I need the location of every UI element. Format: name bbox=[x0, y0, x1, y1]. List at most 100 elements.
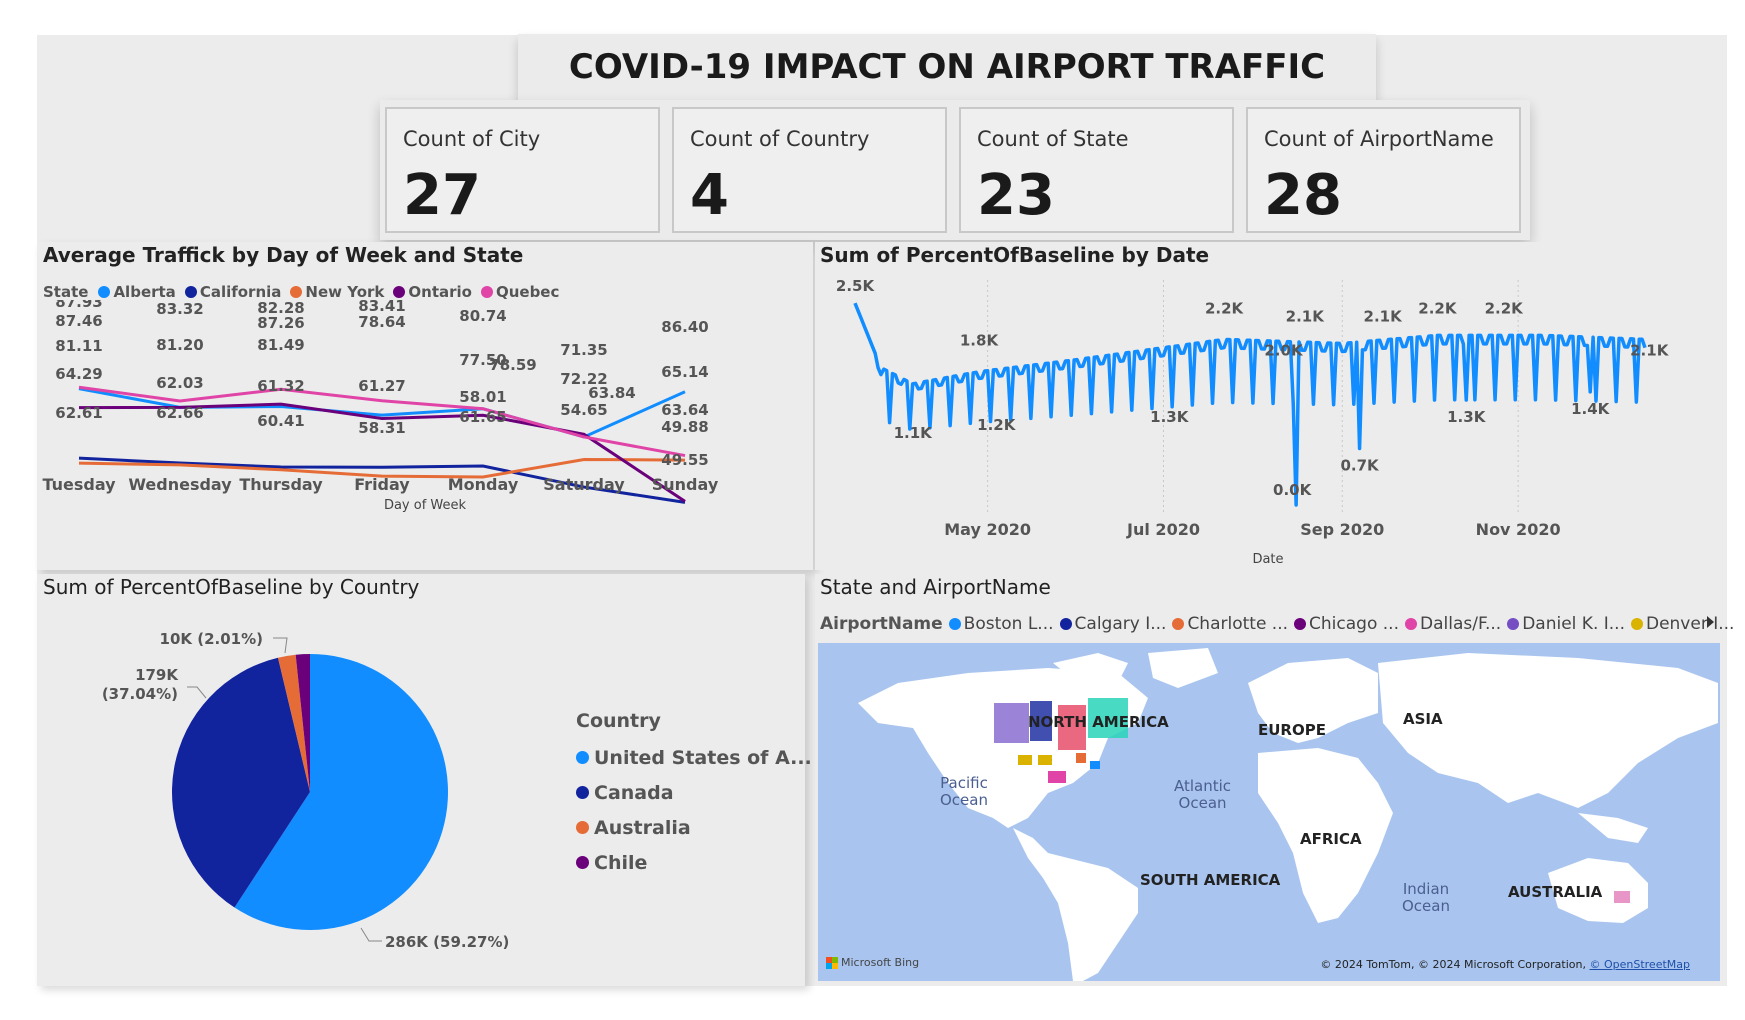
legend-item[interactable]: Alberta bbox=[98, 283, 176, 301]
legend-item[interactable]: Ontario bbox=[393, 283, 472, 301]
osm-link[interactable]: © OpenStreetMap bbox=[1589, 958, 1690, 971]
data-label: 62.61 bbox=[55, 404, 102, 422]
legend-next-arrow-icon[interactable] bbox=[1707, 616, 1714, 628]
bing-logo: Microsoft Bing bbox=[826, 956, 919, 969]
card-label: Count of City bbox=[403, 127, 541, 151]
data-label: 71.35 bbox=[560, 341, 607, 359]
legend-dot-icon bbox=[1507, 618, 1520, 630]
map-copyright: © 2024 TomTom, © 2024 Microsoft Corporat… bbox=[1320, 958, 1690, 971]
data-label: 54.65 bbox=[560, 401, 607, 419]
legend-dot-icon bbox=[576, 786, 589, 799]
data-label: 49.55 bbox=[661, 451, 708, 469]
leader-line bbox=[187, 686, 207, 699]
series-line-new-york[interactable] bbox=[78, 457, 686, 479]
pie-slice-chile[interactable] bbox=[295, 654, 310, 792]
land-south-america bbox=[1013, 828, 1138, 981]
microsoft-logo-icon bbox=[826, 956, 838, 969]
data-label: 2.2K bbox=[1205, 299, 1245, 317]
map-legend-item[interactable]: Chicago ... bbox=[1294, 614, 1399, 634]
legend-item[interactable]: Quebec bbox=[480, 283, 559, 301]
legend-dot-icon bbox=[576, 856, 589, 869]
land-australia bbox=[1548, 858, 1648, 923]
land-africa bbox=[1258, 748, 1393, 923]
data-label: 87.93 bbox=[55, 300, 102, 311]
data-label: 1.3K bbox=[1150, 408, 1190, 426]
pie-slice-canada[interactable] bbox=[172, 657, 310, 908]
pie-legend-item[interactable]: Australia bbox=[576, 810, 812, 845]
land-europe bbox=[1248, 658, 1378, 743]
data-label: 1.8K bbox=[960, 332, 1000, 350]
data-label: 64.29 bbox=[55, 365, 102, 383]
data-label: 83.32 bbox=[156, 300, 203, 318]
data-label: 63.84 bbox=[588, 384, 635, 402]
pie-legend-title: Country bbox=[576, 710, 661, 732]
card-count-state[interactable]: Count of State 23 bbox=[959, 107, 1234, 233]
legend-item[interactable]: New York bbox=[290, 283, 384, 301]
pie-legend-item[interactable]: Canada bbox=[576, 775, 812, 810]
map-legend-item[interactable]: Charlotte ... bbox=[1172, 614, 1288, 634]
world-map[interactable]: NORTH AMERICA EUROPE ASIA AFRICA SOUTH A… bbox=[818, 643, 1720, 981]
region-texas bbox=[1048, 771, 1066, 783]
data-label: 1.2K bbox=[977, 416, 1017, 434]
data-label: 0.0K bbox=[1273, 481, 1313, 499]
card-count-airport[interactable]: Count of AirportName 28 bbox=[1246, 107, 1521, 233]
line-chart-title: Average Traffick by Day of Week and Stat… bbox=[43, 243, 524, 267]
legend-dot-icon bbox=[1059, 618, 1072, 630]
region-victoria bbox=[1614, 891, 1630, 903]
map-legend-items: Boston L... Calgary I... Charlotte ... Chic… bbox=[948, 614, 1741, 634]
legend-dot-icon bbox=[948, 618, 961, 630]
land-greenland-edge bbox=[1053, 653, 1128, 683]
region-us-west bbox=[1018, 755, 1032, 765]
data-label: 82.28 bbox=[257, 300, 304, 317]
map-legend-item[interactable]: Calgary I... bbox=[1059, 614, 1166, 634]
map-legend-item[interactable]: Dallas/F... bbox=[1404, 614, 1501, 634]
map-land-shapes bbox=[858, 648, 1718, 981]
land-asia bbox=[1378, 653, 1718, 808]
series-line-ontario[interactable] bbox=[78, 402, 686, 503]
bing-text: Microsoft Bing bbox=[841, 956, 920, 969]
slice-label: 179K bbox=[135, 666, 179, 684]
card-value: 27 bbox=[403, 163, 481, 228]
map-legend-title: AirportName bbox=[820, 614, 943, 634]
x-tick-label: Jul 2020 bbox=[1126, 520, 1200, 539]
slice-label: (37.04%) bbox=[102, 685, 178, 703]
series-line-quebec[interactable] bbox=[78, 385, 686, 458]
legend-dot-icon bbox=[1630, 618, 1643, 630]
map-legend-item[interactable]: Daniel K. I... bbox=[1507, 614, 1625, 634]
map-legend-item[interactable]: Boston L... bbox=[948, 614, 1054, 634]
data-label: 2.0K bbox=[1264, 341, 1304, 359]
series-line-california[interactable] bbox=[78, 456, 686, 504]
x-tick-label: Thursday bbox=[239, 475, 323, 494]
data-label: 58.01 bbox=[459, 388, 506, 406]
data-label: 81.11 bbox=[55, 337, 102, 355]
card-count-country[interactable]: Count of Country 4 bbox=[672, 107, 947, 233]
data-label: 60.41 bbox=[257, 412, 304, 430]
data-label: 2.1K bbox=[1286, 307, 1326, 325]
map-legend-item[interactable]: Denver I... bbox=[1630, 614, 1734, 634]
data-label: 0.7K bbox=[1340, 456, 1380, 474]
card-count-city[interactable]: Count of City 27 bbox=[385, 107, 660, 233]
pie-chart-plot: 286K (59.27%) 179K(37.04%) 10K (2.01%) bbox=[102, 630, 510, 951]
pie-chart-title: Sum of PercentOfBaseline by Country bbox=[43, 575, 420, 599]
data-label: 78.64 bbox=[358, 313, 405, 331]
x-tick-label: May 2020 bbox=[944, 520, 1031, 539]
x-tick-label: Nov 2020 bbox=[1476, 520, 1561, 539]
pie-slice-australia[interactable] bbox=[277, 654, 310, 792]
series-line-percent-of-baseline[interactable] bbox=[853, 302, 1647, 507]
card-label: Count of Country bbox=[690, 127, 870, 151]
data-label: 77.50 bbox=[459, 351, 506, 369]
ocean-label-indian: Indian Ocean bbox=[1402, 880, 1450, 915]
legend-item[interactable]: California bbox=[184, 283, 281, 301]
continent-label: SOUTH AMERICA bbox=[1140, 871, 1281, 889]
data-label: 62.03 bbox=[156, 374, 203, 392]
continent-label: AUSTRALIA bbox=[1508, 883, 1603, 901]
x-axis-title: Date bbox=[1252, 552, 1283, 567]
card-label: Count of AirportName bbox=[1264, 127, 1494, 151]
data-label: 78.59 bbox=[489, 356, 536, 374]
pie-legend-item[interactable]: United States of A... bbox=[576, 740, 812, 775]
legend-dot-icon bbox=[1172, 618, 1185, 630]
legend-dot-icon bbox=[1294, 618, 1307, 630]
pie-legend-item[interactable]: Chile bbox=[576, 845, 812, 880]
date-chart-panel[interactable] bbox=[815, 242, 1727, 570]
pie-slice-united-states-of-america[interactable] bbox=[234, 654, 449, 930]
